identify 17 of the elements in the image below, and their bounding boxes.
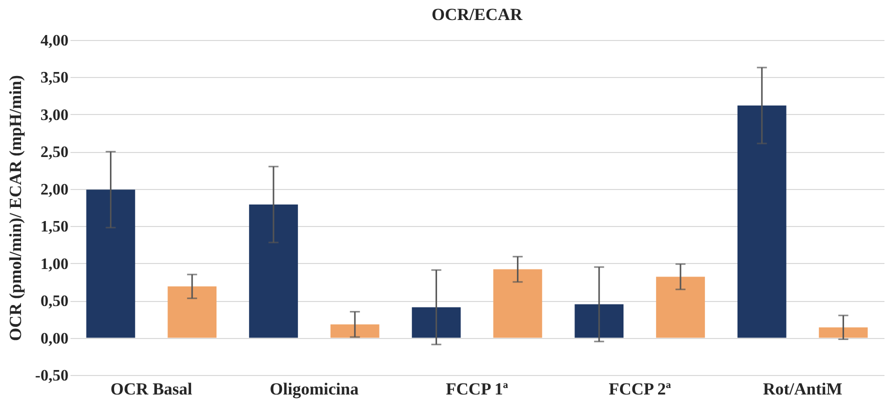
chart-title: OCR/ECAR [432, 5, 524, 24]
y-tick-label: 3,50 [40, 70, 68, 87]
y-tick-label: 4,00 [40, 32, 68, 50]
y-tick-label: -0,50 [35, 368, 68, 384]
y-tick-label: 0,00 [40, 330, 68, 348]
y-axis-title: OCR (pmol/min)/ ECAR (mpH/min) [6, 75, 26, 341]
y-tick-label: 3,00 [40, 106, 68, 124]
x-tick-label: Rot/AntiM [762, 380, 842, 398]
x-tick-label: OCR Basal [110, 380, 193, 398]
y-tick-label: 2,50 [40, 144, 68, 162]
x-tick-label: FCCP 2ª [608, 380, 671, 398]
x-tick-label: FCCP 1ª [446, 380, 508, 398]
x-tick-label: Oligomicina [270, 380, 360, 398]
y-tick-label: 2,00 [40, 181, 68, 198]
y-tick-label: 0,50 [40, 293, 68, 310]
y-tick-label: 1,50 [40, 218, 68, 236]
y-tick-label: 1,00 [40, 256, 68, 273]
